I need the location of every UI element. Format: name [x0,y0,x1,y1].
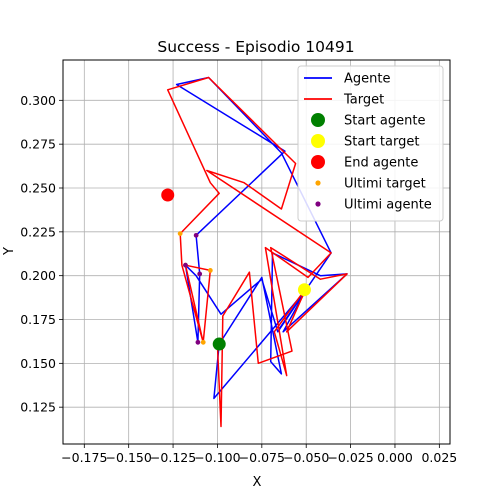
legend-label: Ultimi agente [344,198,432,213]
x-tick-label: 0.000 [377,450,413,465]
x-tick-label: −0.100 [194,450,240,465]
y-tick-label: 0.225 [20,224,56,239]
x-tick-label: 0.025 [421,450,457,465]
plot-frame [62,59,451,445]
marker-end-agente [161,188,175,202]
marker-layer [161,188,311,351]
x-tick-label: −0.125 [150,450,196,465]
legend: Agente Target Start agente Start target End … [297,65,444,222]
marker-ultimi-agente [195,339,201,345]
y-tick-label: 0.300 [20,93,56,108]
legend-label: End agente [344,156,418,171]
legend-label: Ultimi target [344,177,426,192]
legend-swatch-marker [311,155,325,169]
y-tick-label: 0.150 [20,356,56,371]
legend-label: Start agente [344,114,425,129]
marker-ultimi-target [177,231,183,236]
marker-ultimi-agente [193,232,199,238]
x-tick-label: −0.025 [327,450,373,465]
tick-layer: −0.175−0.150−0.125−0.100−0.075−0.050−0.0… [20,93,457,465]
marker-start-agente [212,337,226,351]
series-line-target [166,76,348,428]
legend-label: Start target [344,135,419,150]
series-layer [166,76,348,428]
marker-ultimi-agente [183,262,188,268]
y-tick-label: 0.275 [20,137,56,152]
y-tick-label: 0.200 [20,268,56,283]
x-axis-label: X [253,475,262,490]
legend-label: Target [343,93,384,108]
series-line-agente [175,76,348,400]
marker-ultimi-target [200,339,206,345]
x-tick-label: −0.050 [283,450,329,465]
marker-start-target [297,283,311,297]
x-tick-label: −0.150 [106,450,152,465]
x-tick-label: −0.075 [239,450,285,465]
legend-swatch-marker [311,134,325,148]
marker-ultimi-agente [197,271,203,277]
legend-label: Agente [344,72,390,87]
legend-swatch-marker [315,180,321,186]
marker-ultimi-target [207,268,213,273]
y-tick-label: 0.250 [20,181,56,196]
legend-box [297,65,444,222]
y-tick-label: 0.175 [20,312,56,327]
chart-title: Success - Episodio 10491 [157,38,354,56]
legend-swatch-marker [311,113,325,127]
y-axis-label: Y [2,247,17,256]
y-tick-label: 0.125 [20,400,56,415]
x-tick-label: −0.175 [61,450,107,465]
legend-swatch-marker [315,201,321,207]
